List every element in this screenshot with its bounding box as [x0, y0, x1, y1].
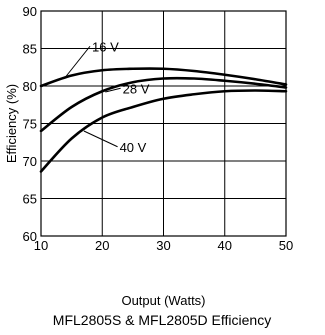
series-label-40v: 40 V [120, 140, 147, 155]
x-tick-label: 50 [279, 238, 293, 253]
series-layer [39, 67, 288, 173]
y-tick-label: 90 [23, 4, 37, 19]
grid [40, 10, 287, 237]
y-axis-label: Efficiency (%) [4, 84, 19, 163]
series-labels: 16 V 28 V 40 V [65, 39, 150, 155]
tick-labels: 10 20 30 40 50 60 65 70 75 80 85 90 [23, 4, 294, 253]
series-line-40v [39, 89, 288, 173]
series-label-28v: 28 V [123, 81, 150, 96]
series-line-28v [39, 76, 288, 133]
x-tick-label: 20 [95, 238, 109, 253]
series-label-16v: 16 V [92, 39, 119, 54]
chart-title: MFL2805S & MFL2805D Efficiency [53, 312, 271, 328]
x-axis-label: Output (Watts) [121, 293, 205, 308]
y-tick-label: 60 [23, 229, 37, 244]
series-leader-28v [105, 87, 121, 93]
series-leader-40v [83, 130, 118, 148]
x-tick-label: 40 [218, 238, 232, 253]
x-tick-label: 30 [156, 238, 170, 253]
y-tick-label: 70 [23, 154, 37, 169]
series-leader-16v [65, 45, 91, 78]
y-tick-label: 75 [23, 117, 37, 132]
y-tick-label: 85 [23, 42, 37, 57]
y-tick-label: 80 [23, 79, 37, 94]
y-tick-label: 65 [23, 192, 37, 207]
series-line-16v [39, 67, 288, 88]
plot-frame [40, 10, 287, 237]
x-tick-label: 10 [34, 238, 48, 253]
